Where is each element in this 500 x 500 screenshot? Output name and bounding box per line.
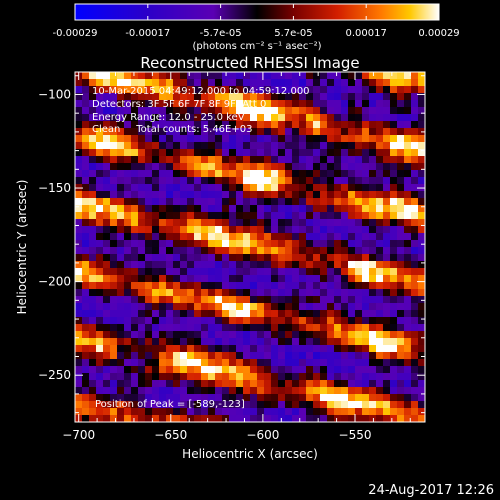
x-tick-label: −600: [246, 428, 279, 442]
x-tick-label: −700: [62, 428, 95, 442]
y-tick-label: −100: [38, 87, 71, 101]
colorbar-tick-label: -0.00029: [53, 28, 98, 39]
colorbar-gradient: [74, 3, 440, 21]
colorbar-tick-label: 0.00017: [346, 28, 387, 39]
colorbar-tick-label: 5.7e-05: [274, 28, 312, 39]
footer-timestamp: 24-Aug-2017 12:26: [368, 483, 494, 498]
y-axis-label: Heliocentric Y (arcsec): [15, 180, 29, 315]
colorbar-tick-label: -0.00017: [125, 28, 170, 39]
y-tick-label: −250: [38, 368, 71, 382]
annotation-peak-position: Position of Peak = [-589,-123]: [95, 399, 245, 410]
plot-frame: [74, 71, 426, 423]
annotation-time-range: 10-Mar-2015 04:49:12.000 to 04:59:12.000: [92, 86, 310, 97]
image-title: Reconstructed RHESSI Image: [140, 54, 359, 72]
annotation-method: Clean Total counts: 5.46E+03: [92, 124, 252, 135]
image-pixels: [75, 72, 426, 423]
colorbar-tick-label: -5.7e-05: [200, 28, 242, 39]
x-tick-label: −650: [154, 428, 187, 442]
colorbar-ticks: -0.00029 -0.00017 -5.7e-05 5.7e-05 0.00017 0.…: [53, 4, 460, 39]
annotation-energy-range: Energy Range: 12.0 - 25.0 keV: [92, 112, 245, 123]
colorbar-unit-label: (photons cm⁻² s⁻¹ asec⁻²): [192, 41, 321, 52]
annotation-detectors: Detectors: 3F 5F 6F 7F 8F 9F, Att 0: [92, 99, 266, 110]
y-tick-label: −200: [38, 275, 71, 289]
colorbar-tick-label: 0.00029: [418, 28, 459, 39]
image-annotations: 10-Mar-2015 04:49:12.000 to 04:59:12.000…: [92, 86, 310, 410]
x-axis-label: Heliocentric X (arcsec): [182, 447, 318, 461]
colorbar: -0.00029 -0.00017 -5.7e-05 5.7e-05 0.00017 0.…: [53, 3, 460, 52]
rhessi-image-plot: −700 −650 −600 −550 −100 −150 −200 −250: [38, 71, 426, 442]
x-tick-label: −550: [339, 428, 372, 442]
y-tick-label: −150: [38, 181, 71, 195]
plot-axis-ticks: −700 −650 −600 −550 −100 −150 −200 −250: [38, 72, 425, 442]
